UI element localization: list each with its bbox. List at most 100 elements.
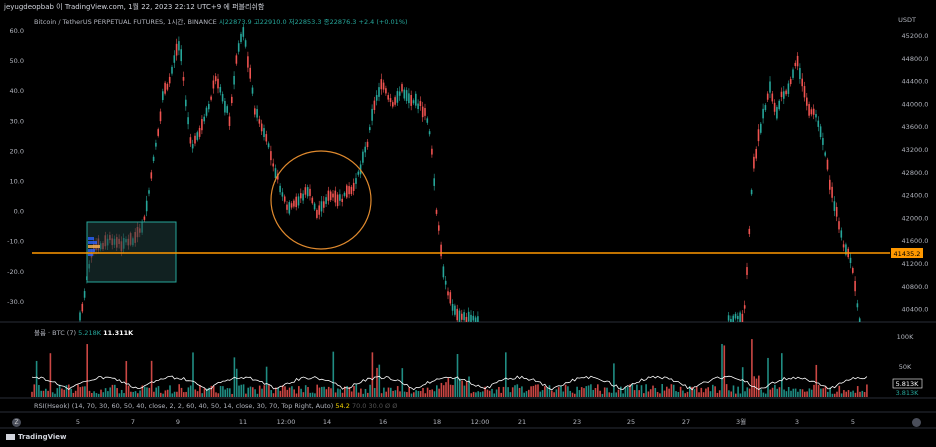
candle-body [748, 228, 751, 235]
volume-bar [286, 389, 289, 397]
volume-bar [143, 386, 146, 397]
volume-bar [564, 384, 567, 397]
right-axis-tick: 45200.0 [902, 32, 929, 40]
candle-body [178, 41, 180, 51]
volume-bar [40, 390, 42, 397]
x-axis-tick: 14 [323, 418, 331, 426]
candle-body [187, 117, 189, 125]
candle-body [182, 76, 185, 81]
volume-bar [594, 388, 597, 397]
volume-bar [640, 385, 643, 397]
volume-bar [840, 393, 843, 397]
volume-bar [615, 392, 617, 397]
volume-bar [134, 391, 137, 397]
candle-body [849, 257, 852, 264]
volume-bar [760, 389, 762, 397]
volume-bar [226, 388, 229, 397]
volume-bar [583, 388, 585, 397]
candle-body [766, 93, 769, 100]
volume-bar [516, 384, 519, 397]
volume-bar [153, 391, 155, 397]
volume-bar [790, 390, 792, 397]
volume-bar [693, 389, 696, 397]
volume-bar [162, 393, 164, 397]
candle-body [316, 209, 318, 218]
volume-bar [456, 354, 459, 397]
right-axis-tick: 41600.0 [902, 237, 929, 245]
candle-body [769, 81, 771, 93]
volume-bar [360, 388, 362, 397]
volume-bar [254, 389, 256, 397]
volume-profile-bar [88, 245, 100, 248]
volume-bar [61, 388, 63, 397]
gear-icon[interactable] [912, 418, 921, 427]
volume-bar [125, 361, 128, 397]
volume-bar [610, 392, 613, 397]
candle-body [854, 280, 856, 292]
volume-bar [656, 391, 659, 397]
volume-bar [861, 390, 864, 397]
volume-bar [157, 386, 160, 397]
volume-bar [523, 392, 525, 397]
volume-bar [74, 390, 77, 397]
candle-body [794, 62, 797, 67]
right-axis-tick: 44000.0 [902, 100, 929, 108]
candle-body [348, 186, 350, 195]
volume-bar [824, 386, 827, 397]
volume-bar [419, 391, 422, 397]
volume-bar [304, 385, 307, 397]
volume-bar [493, 393, 496, 397]
volume-bar [792, 388, 795, 397]
volume-bar [631, 384, 634, 397]
volume-bar [350, 391, 353, 397]
candle-body [732, 315, 734, 322]
volume-last-label: 5.813K [896, 380, 920, 388]
volume-axis-tick: 50K [899, 363, 912, 371]
timezone-button[interactable]: Z [12, 418, 21, 427]
volume-bar [746, 387, 749, 397]
candle-body [293, 200, 295, 207]
candle-body [168, 76, 171, 84]
right-axis-tick: 40400.0 [902, 306, 929, 314]
candle-body [217, 78, 219, 89]
volume-bar [203, 388, 206, 397]
volume-bar [599, 390, 601, 397]
symbol-name: Bitcoin / TetherUS PERPETUAL FUTURES, 1시… [34, 18, 217, 26]
volume-bar [300, 388, 302, 397]
candle-body [440, 244, 442, 257]
volume-bar [77, 384, 79, 397]
volume-bar [288, 387, 291, 397]
volume-bar [553, 392, 555, 397]
volume-bar [534, 384, 537, 397]
candle-body [796, 55, 799, 67]
volume-bar [116, 388, 118, 397]
volume-bar [275, 387, 277, 397]
left-axis-tick: 10.0 [10, 178, 24, 186]
candle-body [743, 305, 746, 309]
candle-body [332, 193, 334, 198]
candle-body [417, 103, 419, 110]
volume-bar [256, 393, 259, 397]
volume-bar [806, 391, 808, 397]
volume-bar [346, 385, 348, 397]
volume-bar [491, 388, 493, 397]
candle-body [398, 91, 401, 96]
candle-body [371, 108, 373, 121]
candle-body [369, 127, 371, 131]
volume-bar [169, 385, 171, 397]
volume-bar [298, 386, 300, 397]
volume-bar [488, 390, 491, 397]
volume-bar [463, 385, 466, 397]
volume-bar [341, 392, 344, 397]
candle-body [762, 108, 764, 119]
x-axis-tick: 3 [795, 418, 799, 426]
volume-bar [728, 390, 730, 397]
volume-bar [431, 389, 433, 397]
volume-bar [132, 391, 134, 397]
volume-bar [323, 386, 325, 397]
candle-body [79, 312, 81, 321]
volume-bar [702, 392, 705, 397]
volume-bar [440, 382, 443, 397]
volume-bar [97, 393, 100, 397]
